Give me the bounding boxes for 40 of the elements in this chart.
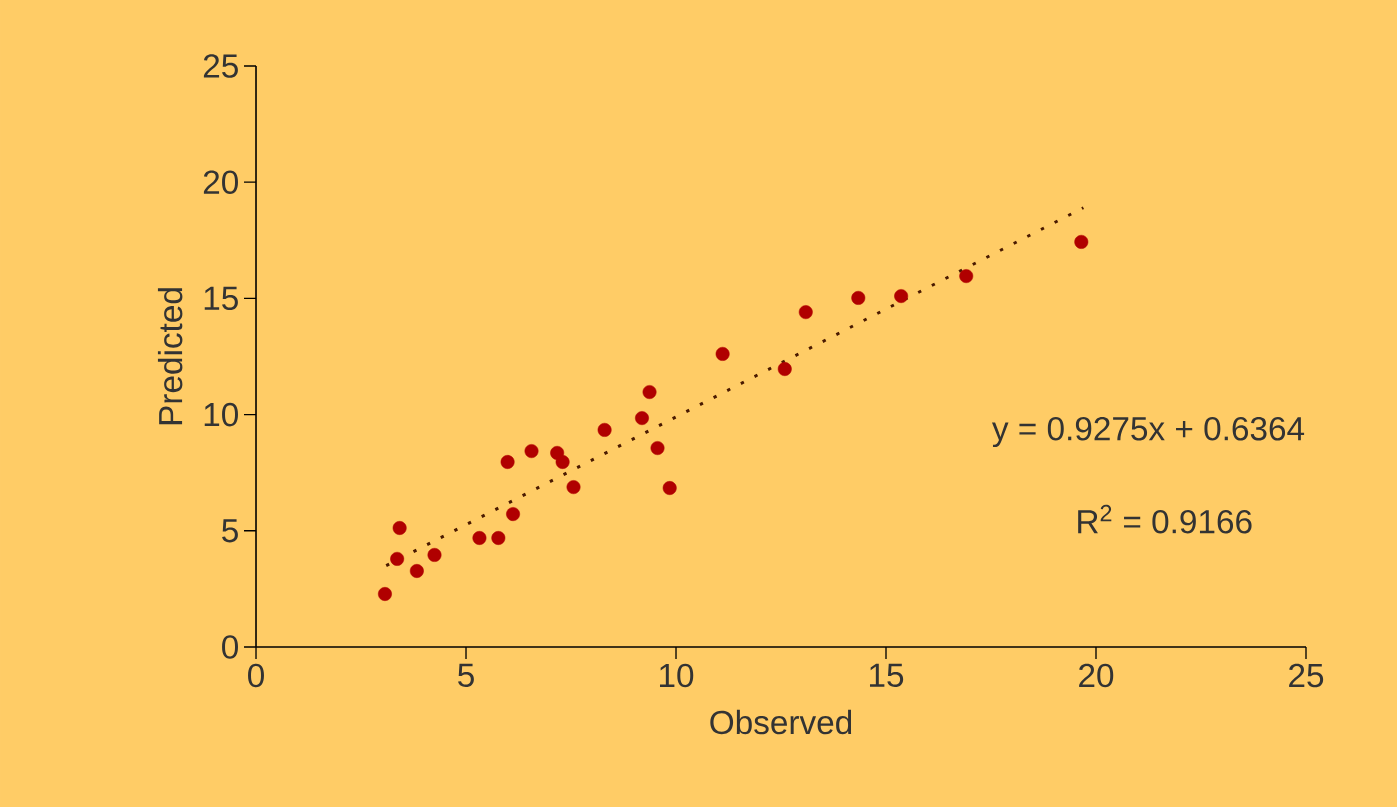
annotation: R$^{2}$ = 0.9166 (1078, 504, 1252, 534)
x-tick-label: 20 (1079, 663, 1114, 688)
point (1074, 234, 1089, 249)
point (798, 305, 813, 320)
y-tick-label: 10 (204, 402, 238, 427)
point (500, 455, 515, 469)
point (555, 455, 570, 469)
point (472, 531, 487, 545)
point (524, 444, 539, 459)
y-tick-label: 0 (222, 635, 238, 659)
point (427, 548, 442, 562)
point (390, 551, 405, 566)
point (851, 290, 866, 305)
point (566, 480, 581, 495)
point (662, 481, 677, 495)
point (777, 362, 792, 376)
y-tick-label: 25 (203, 54, 238, 78)
x-tick-label: 15 (870, 663, 904, 687)
point (894, 289, 909, 303)
y-tick-label: 20 (203, 170, 238, 194)
point (715, 346, 730, 361)
point (635, 411, 649, 426)
y-tick-label: 5 (222, 519, 238, 543)
point (959, 269, 974, 284)
point (392, 521, 407, 535)
annotation: y = 0.9275x + 0.6364 (991, 416, 1305, 448)
point (597, 422, 612, 437)
point (491, 531, 506, 545)
y-axis-title: Predicted (157, 288, 183, 425)
x-tick-label: 10 (660, 663, 694, 688)
point (642, 385, 657, 399)
x-axis-title: Observed (710, 709, 852, 735)
point (650, 441, 665, 455)
point (506, 507, 520, 521)
x-tick-label: 0 (248, 663, 264, 688)
y-tick-label: 15 (204, 286, 238, 311)
point (409, 564, 424, 578)
x-tick-label: 5 (458, 663, 474, 687)
x-tick-label: 25 (1289, 663, 1324, 688)
point (378, 587, 392, 601)
